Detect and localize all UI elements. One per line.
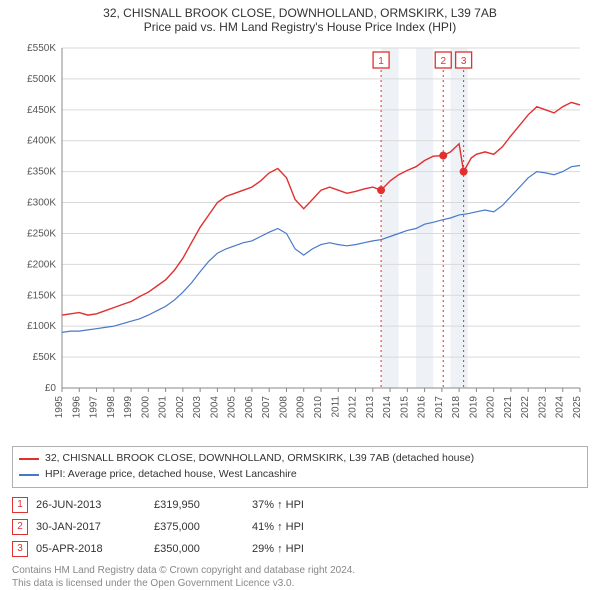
- svg-text:2009: 2009: [296, 396, 307, 419]
- svg-text:2025: 2025: [572, 396, 583, 419]
- svg-text:2005: 2005: [227, 396, 238, 419]
- svg-text:£300K: £300K: [27, 198, 56, 209]
- svg-text:2000: 2000: [140, 396, 151, 419]
- svg-text:1998: 1998: [106, 396, 117, 419]
- svg-text:2004: 2004: [209, 396, 220, 419]
- root: 32, CHISNALL BROOK CLOSE, DOWNHOLLAND, O…: [0, 0, 600, 590]
- sale-price: £319,950: [154, 499, 244, 511]
- svg-text:1: 1: [378, 56, 384, 67]
- sale-marker: 2: [12, 519, 28, 535]
- svg-text:2022: 2022: [520, 396, 531, 419]
- svg-text:3: 3: [461, 56, 467, 67]
- svg-text:£500K: £500K: [27, 74, 56, 85]
- svg-text:1997: 1997: [89, 396, 100, 419]
- sale-row: 3 05-APR-2018 £350,000 29% ↑ HPI: [12, 538, 588, 560]
- svg-text:£50K: £50K: [33, 352, 57, 363]
- svg-text:£450K: £450K: [27, 105, 56, 116]
- sale-date: 05-APR-2018: [36, 543, 146, 555]
- title-line2: Price paid vs. HM Land Registry's House …: [10, 20, 590, 34]
- svg-text:2001: 2001: [158, 396, 169, 419]
- footer: Contains HM Land Registry data © Crown c…: [12, 564, 588, 590]
- legend-swatch: [19, 458, 39, 460]
- svg-text:1996: 1996: [71, 396, 82, 419]
- sale-diff: 41% ↑ HPI: [252, 521, 372, 533]
- svg-text:2008: 2008: [278, 396, 289, 419]
- svg-text:2016: 2016: [417, 396, 428, 419]
- svg-text:2011: 2011: [330, 396, 341, 418]
- line-chart: £0 £50K £100K £150K £200K £250K £300K £350K £400…: [8, 40, 588, 440]
- svg-text:2012: 2012: [348, 396, 359, 419]
- sale-date: 26-JUN-2013: [36, 499, 146, 511]
- sale-diff: 37% ↑ HPI: [252, 499, 372, 511]
- legend: 32, CHISNALL BROOK CLOSE, DOWNHOLLAND, O…: [12, 446, 588, 488]
- svg-text:£250K: £250K: [27, 228, 56, 239]
- svg-text:£550K: £550K: [27, 43, 56, 54]
- sale-row: 2 30-JAN-2017 £375,000 41% ↑ HPI: [12, 516, 588, 538]
- svg-text:2019: 2019: [468, 396, 479, 419]
- legend-label: 32, CHISNALL BROOK CLOSE, DOWNHOLLAND, O…: [45, 451, 474, 467]
- chart-area: £0 £50K £100K £150K £200K £250K £300K £350K £400…: [8, 40, 588, 440]
- svg-text:2015: 2015: [399, 396, 410, 419]
- svg-text:2017: 2017: [434, 396, 445, 419]
- legend-row: HPI: Average price, detached house, West…: [19, 467, 581, 483]
- svg-text:2018: 2018: [451, 396, 462, 419]
- sale-marker: 1: [12, 497, 28, 513]
- sale-marker: 3: [12, 541, 28, 557]
- svg-text:2021: 2021: [503, 396, 514, 419]
- svg-text:£400K: £400K: [27, 136, 56, 147]
- svg-text:2010: 2010: [313, 396, 324, 419]
- title-line1: 32, CHISNALL BROOK CLOSE, DOWNHOLLAND, O…: [10, 6, 590, 20]
- svg-text:1995: 1995: [54, 396, 65, 419]
- svg-text:2: 2: [440, 56, 446, 67]
- svg-text:£350K: £350K: [27, 167, 56, 178]
- svg-text:2013: 2013: [365, 396, 376, 419]
- svg-text:2023: 2023: [537, 396, 548, 419]
- svg-text:2024: 2024: [555, 396, 566, 419]
- sale-row: 1 26-JUN-2013 £319,950 37% ↑ HPI: [12, 494, 588, 516]
- footer-line1: Contains HM Land Registry data © Crown c…: [12, 564, 588, 577]
- svg-text:1999: 1999: [123, 396, 134, 419]
- legend-label: HPI: Average price, detached house, West…: [45, 467, 297, 483]
- svg-text:2003: 2003: [192, 396, 203, 419]
- legend-row: 32, CHISNALL BROOK CLOSE, DOWNHOLLAND, O…: [19, 451, 581, 467]
- sale-diff: 29% ↑ HPI: [252, 543, 372, 555]
- footer-line2: This data is licensed under the Open Gov…: [12, 577, 588, 590]
- svg-text:2002: 2002: [175, 396, 186, 419]
- legend-swatch: [19, 474, 39, 476]
- svg-text:£0: £0: [45, 383, 57, 394]
- svg-text:£150K: £150K: [27, 290, 56, 301]
- svg-text:2014: 2014: [382, 396, 393, 419]
- title-block: 32, CHISNALL BROOK CLOSE, DOWNHOLLAND, O…: [0, 0, 600, 36]
- svg-text:2007: 2007: [261, 396, 272, 419]
- sale-date: 30-JAN-2017: [36, 521, 146, 533]
- svg-text:£100K: £100K: [27, 321, 56, 332]
- svg-text:2006: 2006: [244, 396, 255, 419]
- sale-price: £375,000: [154, 521, 244, 533]
- sale-price: £350,000: [154, 543, 244, 555]
- sales-table: 1 26-JUN-2013 £319,950 37% ↑ HPI 2 30-JAN-201…: [12, 494, 588, 560]
- svg-text:£200K: £200K: [27, 259, 56, 270]
- svg-text:2020: 2020: [486, 396, 497, 419]
